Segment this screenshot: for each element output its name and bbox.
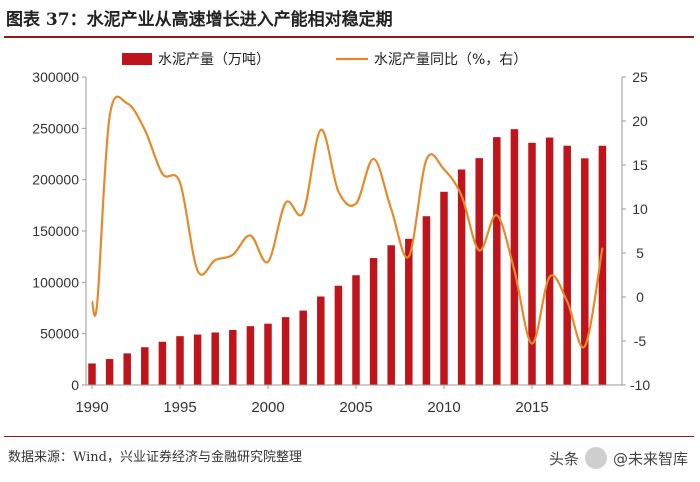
left-tick-label: 100000 bbox=[32, 274, 79, 290]
bar bbox=[176, 336, 184, 385]
bar bbox=[528, 142, 536, 385]
bar bbox=[598, 145, 607, 385]
axes: 0 50000 100000 150000 200000 250000 300000 -10 -… bbox=[32, 69, 650, 416]
bar bbox=[581, 158, 589, 385]
right-tick-label: 5 bbox=[636, 245, 644, 261]
bar bbox=[422, 216, 431, 385]
left-tick-label: 200000 bbox=[32, 172, 79, 188]
bar bbox=[246, 326, 255, 385]
left-tick-label: 250000 bbox=[32, 120, 79, 136]
left-tick-label: 300000 bbox=[32, 69, 79, 85]
bar bbox=[299, 310, 307, 385]
logo-icon bbox=[584, 447, 607, 469]
bar bbox=[387, 245, 395, 385]
bar bbox=[457, 169, 466, 385]
right-tick-label: 0 bbox=[636, 289, 644, 305]
right-tick-label: 15 bbox=[632, 157, 648, 173]
legend-bar-label: 水泥产量（万吨） bbox=[158, 52, 270, 68]
right-tick-label: -10 bbox=[630, 377, 650, 393]
bar bbox=[440, 191, 448, 385]
bar bbox=[211, 332, 219, 385]
bar bbox=[229, 329, 237, 385]
right-tick-label: 25 bbox=[632, 69, 648, 85]
growth-line bbox=[90, 95, 604, 349]
chart: 0 50000 100000 150000 200000 250000 300000 -10 -… bbox=[32, 52, 650, 416]
legend-line-label: 水泥产量同比（%，右） bbox=[374, 52, 527, 68]
title-divider bbox=[4, 36, 694, 38]
bar bbox=[105, 359, 114, 385]
figure-title: 图表 37：水泥产业从高速增长进入产能相对稳定期 bbox=[6, 10, 393, 30]
left-tick-label: 150000 bbox=[32, 223, 79, 239]
source-note: 数据来源：Wind，兴业证券经济与金融研究院整理 bbox=[8, 450, 302, 465]
bar bbox=[264, 323, 272, 385]
bar bbox=[369, 258, 378, 385]
legend: 水泥产量（万吨） 水泥产量同比（%，右） bbox=[122, 52, 527, 68]
bar bbox=[158, 341, 167, 385]
bar bbox=[334, 285, 343, 385]
bar bbox=[405, 238, 413, 385]
left-tick-label: 0 bbox=[71, 377, 79, 393]
watermark-account: @未来智库 bbox=[612, 449, 688, 468]
bar bbox=[141, 347, 149, 385]
bar bbox=[123, 353, 131, 385]
x-tick-label: 1990 bbox=[75, 399, 108, 416]
left-tick-label: 50000 bbox=[40, 326, 79, 342]
watermark-platform: 头条 bbox=[548, 449, 579, 468]
x-tick-label: 2000 bbox=[251, 399, 284, 416]
bar bbox=[88, 363, 96, 385]
bar bbox=[281, 317, 290, 385]
bar bbox=[545, 137, 554, 385]
right-tick-label: -5 bbox=[634, 333, 647, 349]
right-tick-label: 20 bbox=[632, 113, 648, 129]
x-tick-label: 2015 bbox=[515, 399, 548, 416]
bar bbox=[193, 334, 202, 385]
x-tick-label: 2010 bbox=[427, 399, 460, 416]
bar bbox=[563, 145, 571, 385]
bar bbox=[510, 129, 519, 385]
bar bbox=[475, 158, 483, 385]
bar bbox=[493, 137, 501, 385]
x-tick-label: 2005 bbox=[339, 399, 372, 416]
watermark: 头条 @未来智库 bbox=[549, 441, 688, 475]
bar bbox=[352, 275, 360, 385]
bar bbox=[317, 296, 325, 385]
bar-series bbox=[88, 129, 607, 385]
x-tick-label: 1995 bbox=[163, 399, 196, 416]
right-tick-label: 10 bbox=[632, 201, 648, 217]
source-divider bbox=[4, 436, 694, 437]
legend-bar-swatch bbox=[122, 53, 152, 65]
